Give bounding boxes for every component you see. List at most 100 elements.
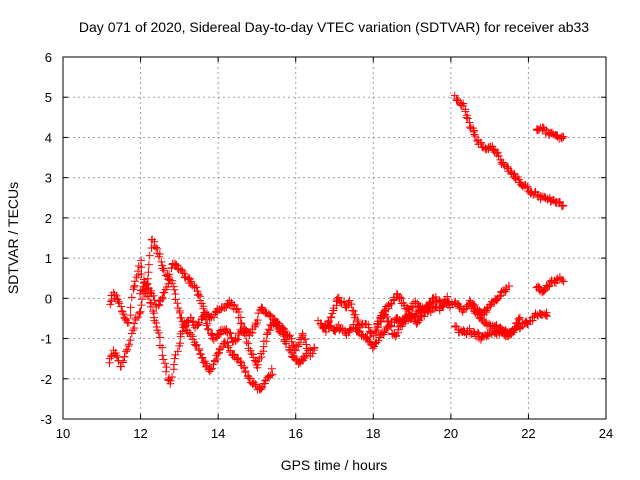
data-point [264,371,273,380]
data-point [193,291,202,300]
data-point [178,327,187,336]
data-point [170,285,179,294]
data-point [130,277,139,286]
series-track-j [532,123,568,143]
data-point [113,353,122,362]
y-axis-label: SDTVAR / TECUs [5,182,21,294]
data-point [326,312,335,321]
data-point [200,357,209,366]
data-point [138,295,147,304]
data-point [494,151,503,160]
data-point [241,331,250,340]
data-point [368,344,377,353]
data-point [159,355,168,364]
data-point [194,290,203,299]
data-point [125,340,134,349]
data-point [215,330,224,339]
data-point [441,296,450,305]
data-point [542,308,551,317]
data-point [558,202,567,211]
data-point [250,322,259,331]
chart-title: Day 071 of 2020, Sidereal Day-to-day VTE… [79,19,589,35]
data-point [470,130,479,139]
data-point [357,331,366,340]
data-point [484,143,493,152]
y-tick-label: 4 [45,130,52,145]
data-point [364,323,373,332]
x-tick-label: 24 [599,426,613,441]
data-point [504,281,513,290]
data-point [348,306,357,315]
data-point [379,330,388,339]
data-point [415,316,424,325]
series-track-i [450,91,568,211]
data-point [286,346,295,355]
data-point [149,291,158,300]
y-tick-label: 6 [45,50,52,65]
data-point [112,351,121,360]
data-point [158,351,167,360]
data-point [137,270,146,279]
data-point [495,292,504,301]
data-point [119,310,128,319]
data-point [143,280,152,289]
data-point [504,332,513,341]
data-point [493,148,502,157]
data-point [278,329,287,338]
data-point [123,345,132,354]
series-track-h [465,299,524,341]
data-point [334,320,343,329]
y-tick-label: -2 [40,372,52,387]
data-point [216,326,225,335]
data-point [151,243,160,252]
data-point [310,344,319,353]
data-point [154,328,163,337]
data-point [206,365,215,374]
data-point [256,349,265,358]
data-point [477,138,486,147]
data-point [268,370,277,379]
data-point [132,273,141,282]
data-point [171,295,180,304]
data-point [176,339,185,348]
data-point [170,360,179,369]
data-point [294,340,303,349]
data-point [543,282,552,291]
data-point [384,316,393,325]
data-point [168,373,177,382]
data-point [212,354,221,363]
y-tick-labels: -3 -2 -1 0 1 2 3 4 5 6 [40,50,52,427]
data-point [137,263,146,272]
data-point [342,303,351,312]
data-point [327,313,336,322]
x-tick-label: 16 [288,426,302,441]
data-point [233,335,242,344]
data-point [516,323,525,332]
x-axis-label: GPS time / hours [281,457,388,473]
data-point [155,252,164,261]
data-point [162,283,171,292]
data-point [384,317,393,326]
x-tick-label: 10 [56,426,70,441]
data-point [173,299,182,308]
data-point [515,313,524,322]
data-point [170,259,179,268]
data-point [321,321,330,330]
data-point [242,337,251,346]
data-point [178,268,187,277]
data-point [526,317,535,326]
data-point [267,364,276,373]
data-point [158,294,167,303]
data-point [135,308,144,317]
data-point [472,137,481,146]
data-point [377,312,386,321]
data-point [345,296,354,305]
data-point [285,331,294,340]
x-tick-label: 22 [521,426,535,441]
data-point [126,303,135,312]
data-point [492,296,501,305]
data-point [280,335,289,344]
data-point [262,337,271,346]
data-point [180,272,189,281]
x-tick-labels: 10 12 14 16 18 20 22 24 [56,426,613,441]
